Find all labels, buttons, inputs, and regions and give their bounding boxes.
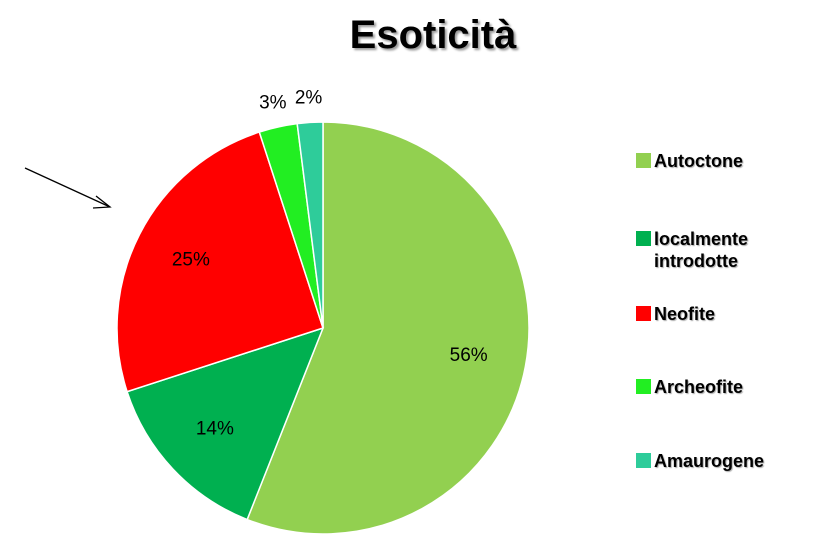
legend-item: Amaurogene bbox=[636, 450, 789, 472]
legend-swatch bbox=[636, 153, 651, 168]
legend-swatch bbox=[636, 231, 651, 246]
pie-slice bbox=[246, 121, 530, 535]
legend-swatch bbox=[636, 306, 651, 321]
data-label: 56% bbox=[450, 345, 488, 366]
pie bbox=[116, 121, 530, 535]
legend-label: Autoctone bbox=[654, 151, 743, 171]
legend-item: Autoctone bbox=[636, 150, 789, 172]
chart-title: Esoticità bbox=[350, 13, 517, 57]
legend-label: localmente introdotte bbox=[654, 229, 749, 271]
pie-slice bbox=[116, 131, 324, 393]
legend-item: Neofite bbox=[636, 303, 789, 325]
data-label: 14% bbox=[196, 419, 234, 440]
legend-swatch bbox=[636, 453, 651, 468]
legend-label: Amaurogene bbox=[654, 451, 765, 471]
legend-label: Neofite bbox=[654, 304, 716, 324]
arrow bbox=[24, 167, 112, 209]
legend-item: Archeofite bbox=[636, 376, 789, 398]
legend-label: Archeofite bbox=[654, 377, 744, 397]
data-label: 25% bbox=[172, 250, 210, 271]
legend-swatch bbox=[636, 379, 651, 394]
data-label: 3% bbox=[259, 93, 287, 114]
pie-slice bbox=[296, 121, 324, 329]
data-label: 2% bbox=[295, 87, 323, 108]
legend-item: localmente introdotte bbox=[636, 228, 789, 272]
